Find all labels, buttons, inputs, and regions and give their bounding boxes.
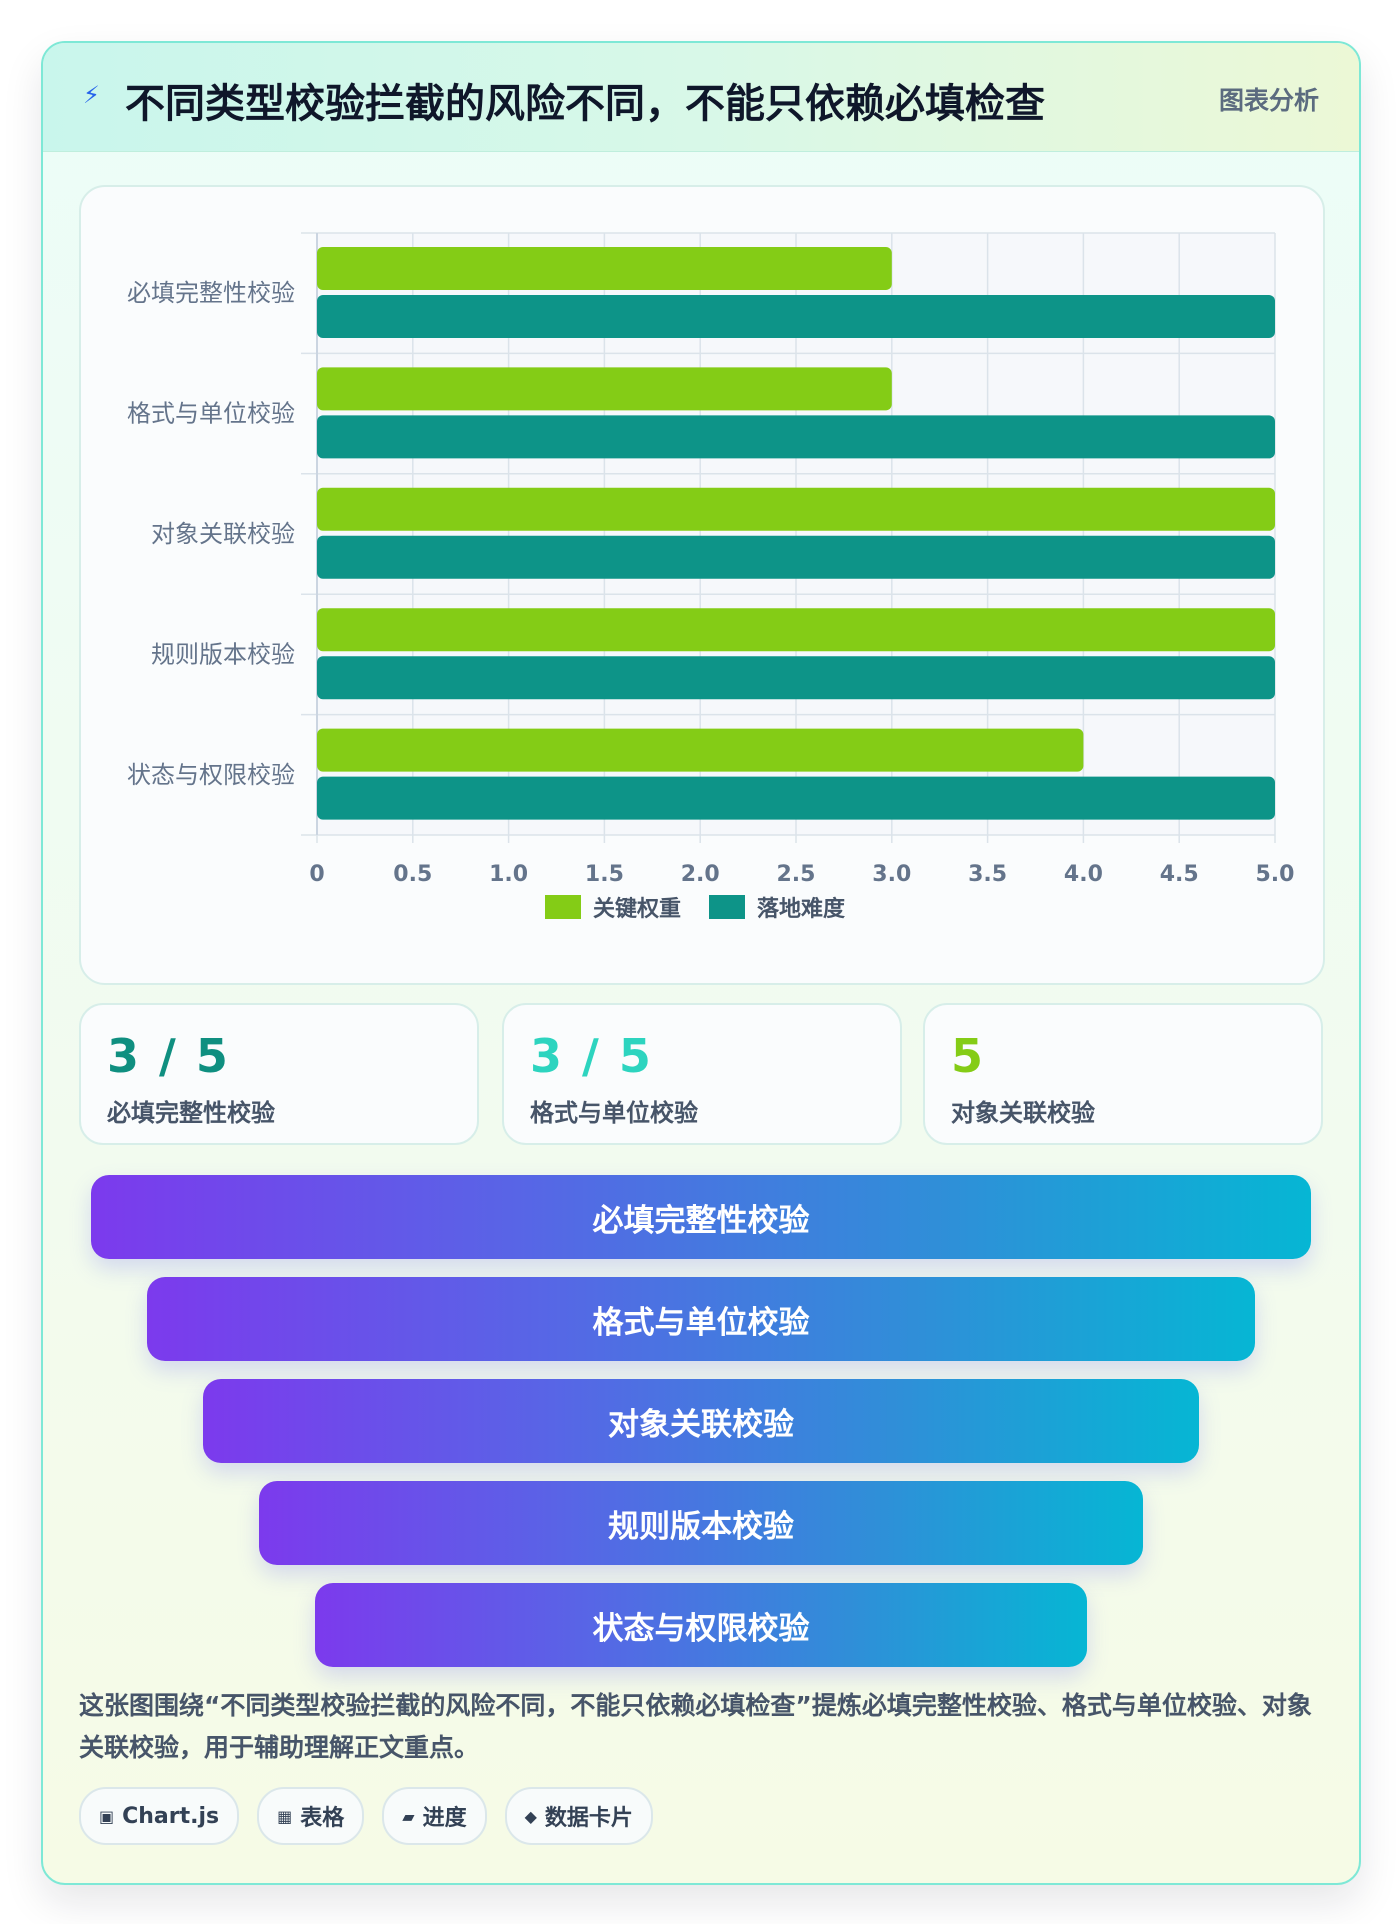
legend-label: 关键权重 (593, 896, 681, 922)
chip-label: 表格 (300, 1806, 345, 1831)
bar-chart: 0 0.5 1.0 1.5 2.0 2.5 3.0 3.5 4.0 4.5 5.0 必填完整性校验格式… (127, 232, 1295, 922)
chip-label: 进度 (422, 1806, 467, 1831)
funnel-step: 必填完整性校验 (91, 1175, 1311, 1259)
y-category-label: 对象关联校验 (151, 520, 295, 548)
bar (317, 415, 1275, 459)
x-tick-label: 1.5 (585, 862, 624, 887)
stat-label: 格式与单位校验 (530, 1099, 698, 1127)
card-header: ⚡ 不同类型校验拦截的风险不同，不能只依赖必填检查 图表分析 (43, 43, 1359, 152)
diamond-icon: ◆ (524, 1806, 537, 1826)
chart-icon: ▣ (99, 1806, 115, 1826)
y-category-label: 必填完整性校验 (127, 279, 295, 307)
funnel-step: 对象关联校验 (203, 1379, 1199, 1463)
bar (317, 656, 1275, 700)
x-tick-label: 4.0 (1064, 862, 1103, 887)
header-tag: 图表分析 (1218, 86, 1319, 115)
funnel-step: 格式与单位校验 (147, 1277, 1255, 1361)
x-tick-label: 0.5 (393, 862, 432, 887)
bar (317, 487, 1275, 531)
page-title: 不同类型校验拦截的风险不同，不能只依赖必填检查 (125, 81, 1045, 127)
x-tick-label: 3.0 (872, 862, 911, 887)
bar (317, 535, 1275, 579)
x-tick-label: 1.0 (489, 862, 528, 887)
lightning-icon: ⚡ (83, 81, 100, 109)
chip-chartjs[interactable]: ▣ Chart.js (79, 1787, 240, 1845)
bar (317, 608, 1275, 652)
x-tick-label: 3.5 (968, 862, 1007, 887)
legend-swatch (545, 895, 581, 919)
stat-card: 3 / 5 必填完整性校验 (79, 1003, 479, 1145)
legend-swatch (709, 895, 745, 919)
stat-label: 必填完整性校验 (107, 1099, 275, 1127)
bar (317, 776, 1275, 820)
x-tick-label: 0 (309, 862, 324, 887)
funnel-step: 状态与权限校验 (315, 1583, 1087, 1667)
chart-card: ⚡ 不同类型校验拦截的风险不同，不能只依赖必填检查 图表分析 0 0.5 1.0 1.… (41, 41, 1361, 1885)
chip-table[interactable]: ▦ 表格 (257, 1787, 365, 1845)
x-tick-label: 2.0 (681, 862, 720, 887)
stat-card: 3 / 5 格式与单位校验 (502, 1003, 902, 1145)
y-category-label: 规则版本校验 (151, 640, 295, 668)
stat-value: 5 (951, 1029, 986, 1083)
stat-card: 5 对象关联校验 (923, 1003, 1323, 1145)
stat-label: 对象关联校验 (951, 1099, 1095, 1127)
chip-data-card[interactable]: ◆ 数据卡片 (504, 1787, 653, 1845)
x-tick-label: 4.5 (1160, 862, 1199, 887)
legend-label: 落地难度 (757, 896, 846, 922)
stat-value: 3 / 5 (530, 1029, 653, 1083)
progress-icon: ▰ (402, 1806, 415, 1826)
bar (317, 295, 1275, 338)
bar (317, 367, 892, 411)
x-tick-label: 2.5 (777, 862, 816, 887)
chart-panel: 0 0.5 1.0 1.5 2.0 2.5 3.0 3.5 4.0 4.5 5.0 必填完整性校验 格式… (79, 185, 1325, 985)
stat-value: 3 / 5 (107, 1029, 230, 1083)
funnel-step: 规则版本校验 (259, 1481, 1143, 1565)
y-category-label: 格式与单位校验 (127, 400, 295, 428)
bar (317, 728, 1084, 772)
y-category-label: 状态与权限校验 (127, 761, 295, 789)
x-tick-label: 5.0 (1256, 862, 1295, 887)
chip-progress[interactable]: ▰ 进度 (382, 1787, 487, 1845)
chip-label: Chart.js (122, 1803, 220, 1829)
bar (317, 247, 892, 290)
tag-chips: ▣ Chart.js ▦ 表格 ▰ 进度 ◆ 数据卡片 (79, 1787, 653, 1845)
summary-text: 这张图围绕“不同类型校验拦截的风险不同，不能只依赖必填检查”提炼必填完整性校验、… (79, 1691, 1312, 1762)
table-icon: ▦ (277, 1806, 293, 1826)
chip-label: 数据卡片 (544, 1806, 633, 1831)
